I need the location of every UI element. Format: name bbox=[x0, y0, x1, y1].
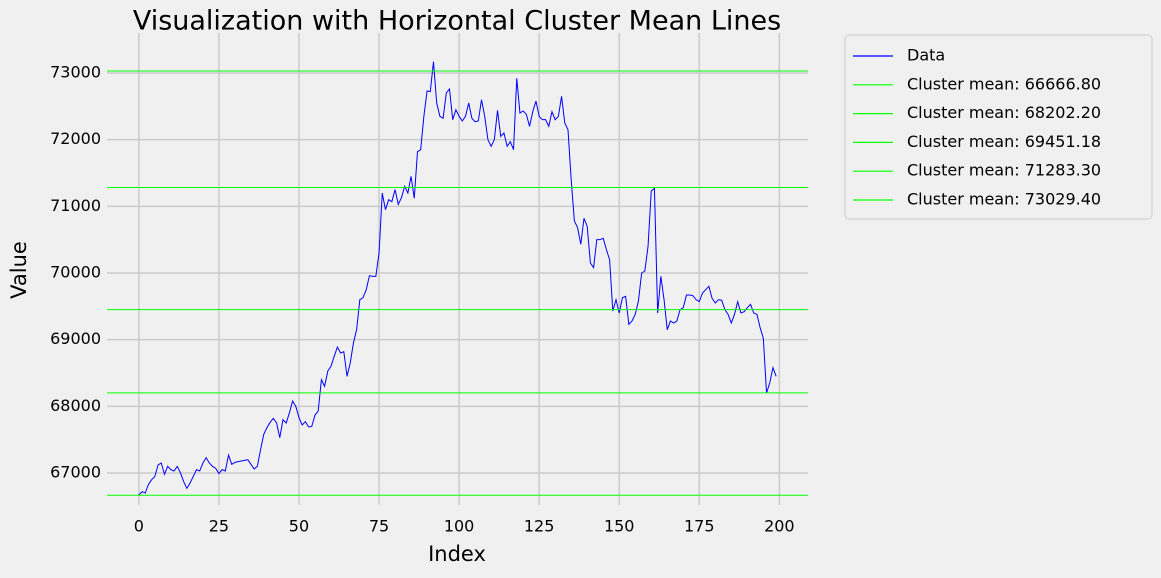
legend-label: Cluster mean: 71283.30 bbox=[907, 161, 1101, 180]
legend-label: Cluster mean: 73029.40 bbox=[907, 190, 1101, 209]
chart-title: Visualization with Horizontal Cluster Me… bbox=[133, 6, 781, 37]
legend-box bbox=[844, 34, 1153, 220]
legend-label: Cluster mean: 66666.80 bbox=[907, 74, 1101, 93]
x-tick-label: 150 bbox=[604, 517, 635, 536]
x-tick-label: 0 bbox=[134, 517, 144, 536]
x-axis-label: Index bbox=[428, 542, 486, 566]
y-tick-label: 69000 bbox=[50, 329, 101, 348]
legend-label: Data bbox=[907, 46, 945, 65]
x-tick-label: 200 bbox=[764, 517, 795, 536]
x-tick-label: 100 bbox=[444, 517, 475, 536]
data-line bbox=[138, 61, 777, 496]
x-tick-label: 50 bbox=[289, 517, 309, 536]
x-tick-label: 175 bbox=[684, 517, 715, 536]
legend-label: Cluster mean: 68202.20 bbox=[907, 103, 1101, 122]
y-tick-label: 68000 bbox=[50, 396, 101, 415]
x-tick-label: 25 bbox=[209, 517, 229, 536]
y-tick-label: 71000 bbox=[50, 196, 101, 215]
y-tick-label: 67000 bbox=[50, 463, 101, 482]
legend-label: Cluster mean: 69451.18 bbox=[907, 132, 1101, 151]
y-axis-label: Value bbox=[7, 241, 31, 299]
x-tick-label: 125 bbox=[524, 517, 555, 536]
y-tick-label: 73000 bbox=[50, 63, 101, 82]
y-tick-label: 70000 bbox=[50, 263, 101, 282]
x-tick-label: 75 bbox=[369, 517, 389, 536]
y-tick-label: 72000 bbox=[50, 129, 101, 148]
